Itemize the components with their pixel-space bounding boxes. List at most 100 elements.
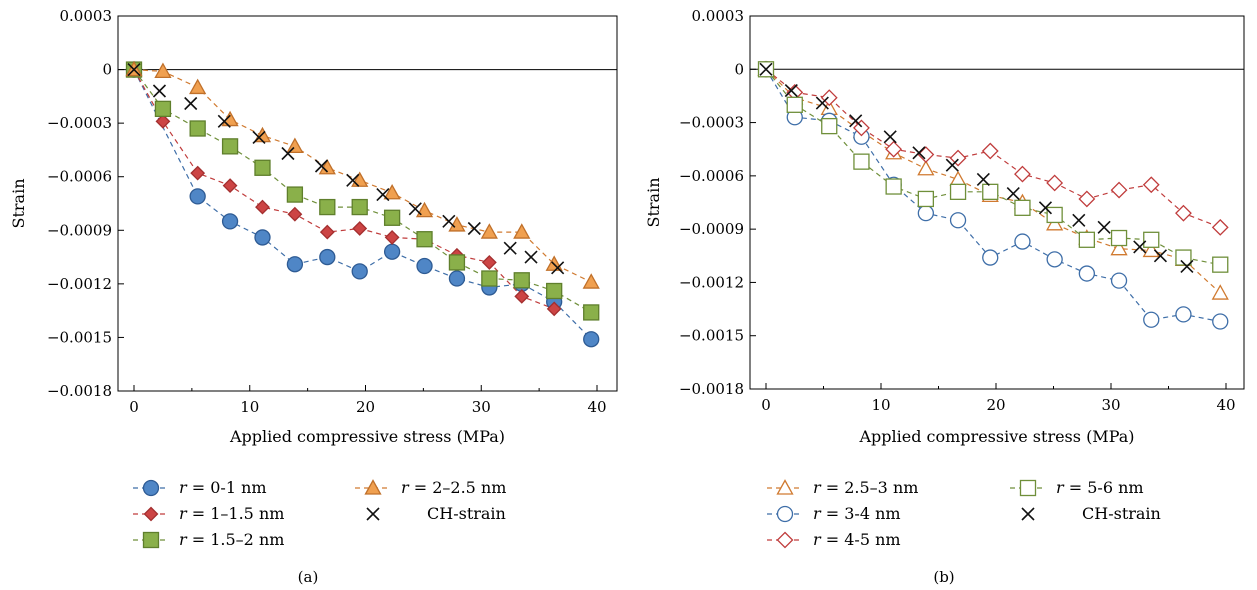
data-point-shape — [1110, 239, 1128, 256]
data-point — [885, 178, 902, 195]
data-point-shape — [981, 142, 999, 160]
data-point — [1046, 174, 1064, 192]
data-point — [759, 62, 773, 76]
legend-marker-shape — [142, 531, 160, 549]
data-point — [467, 221, 481, 236]
data-point-stroke — [217, 114, 231, 128]
y-tick-label: −0.0003 — [47, 114, 112, 132]
legend-label: r = 2–2.5 nm — [401, 478, 506, 497]
data-point — [254, 159, 271, 176]
legend-label: CH-strain — [1082, 504, 1161, 523]
y-tick-label: −0.0015 — [47, 328, 112, 346]
x-tick-label: 20 — [356, 398, 375, 416]
data-point — [222, 178, 238, 194]
data-point — [1078, 190, 1096, 208]
y-tick-label: −0.0009 — [47, 221, 112, 239]
panel-caption: (a) — [298, 568, 319, 586]
data-point-shape — [917, 205, 934, 222]
legend-label: r = 1.5–2 nm — [179, 530, 284, 549]
x-tick-label: 30 — [1101, 396, 1120, 414]
data-point — [351, 198, 368, 216]
data-point — [384, 230, 400, 245]
data-point — [883, 130, 897, 144]
data-point — [351, 263, 368, 280]
data-point-stroke — [1006, 187, 1020, 201]
data-point — [154, 62, 172, 79]
data-point-shape — [546, 301, 562, 317]
data-point — [1072, 213, 1086, 227]
data-point — [1175, 204, 1192, 222]
data-point-shape — [582, 273, 600, 289]
data-point-shape — [1143, 311, 1160, 328]
data-point-shape — [1014, 199, 1031, 216]
data-point-shape — [1175, 306, 1192, 323]
data-point — [912, 146, 926, 160]
y-tick-label: 0 — [734, 60, 744, 78]
data-point — [221, 138, 239, 155]
data-point-shape — [189, 120, 206, 137]
data-point — [1097, 220, 1111, 234]
data-point — [383, 243, 401, 260]
data-point — [127, 63, 141, 77]
legend-marker-shape — [776, 531, 794, 549]
data-point — [252, 130, 266, 144]
data-point-shape — [1046, 174, 1064, 192]
data-point — [481, 270, 498, 287]
legend-marker — [776, 531, 794, 549]
legend-label: r = 3-4 nm — [813, 504, 901, 523]
data-point — [945, 158, 959, 172]
data-point — [319, 224, 335, 240]
data-point-shape — [513, 272, 530, 289]
legend-marker — [142, 531, 160, 549]
data-point — [815, 96, 829, 110]
data-point-shape — [286, 137, 304, 154]
data-point — [286, 137, 304, 154]
data-point — [949, 149, 967, 167]
data-point — [583, 304, 600, 321]
data-point-shape — [255, 199, 270, 215]
data-point-shape — [448, 270, 466, 287]
data-point-stroke — [912, 146, 926, 160]
legend-item: r = 0-1 nm — [133, 478, 267, 497]
panel-b: 0.0003 0 −0.0003 −0.0006 −0.0009 −0.0012 −0.00… — [644, 7, 1245, 586]
data-point-shape — [383, 183, 401, 200]
legend-item: CH-strain — [1021, 504, 1161, 523]
data-point — [1175, 306, 1192, 323]
data-point — [1046, 251, 1063, 268]
data-point — [982, 183, 999, 200]
y-tick-label: −0.0018 — [47, 382, 112, 400]
data-point — [514, 288, 530, 304]
data-point — [154, 100, 172, 118]
data-point — [949, 183, 967, 200]
data-point — [917, 146, 935, 163]
data-point-stroke — [759, 62, 773, 76]
data-point-shape — [481, 255, 497, 270]
data-point-stroke — [945, 158, 959, 172]
data-point-stroke — [1038, 201, 1053, 215]
data-point-shape — [786, 96, 803, 113]
data-point-shape — [448, 216, 466, 232]
data-point-stroke — [784, 84, 798, 98]
data-point-stroke — [376, 188, 390, 202]
legend-item: r = 3-4 nm — [767, 504, 901, 523]
data-point-shape — [383, 243, 401, 260]
x-tick-label: 10 — [871, 396, 890, 414]
data-point-shape — [885, 140, 903, 158]
data-point-shape — [821, 117, 838, 135]
y-tick-label: −0.0012 — [679, 273, 744, 291]
data-point-shape — [1014, 233, 1031, 250]
y-tick-label: 0.0003 — [60, 7, 113, 25]
data-point-stroke — [1153, 249, 1168, 263]
data-point-shape — [1211, 218, 1229, 236]
data-point — [319, 198, 336, 216]
data-point — [513, 272, 530, 289]
data-point-shape — [949, 170, 967, 187]
legend-label: r = 1–1.5 nm — [179, 504, 284, 523]
data-point-shape — [1211, 284, 1229, 300]
data-point — [1175, 249, 1192, 266]
data-point-stroke — [442, 214, 456, 228]
data-point-stroke — [1133, 240, 1147, 254]
legend-marker-shape — [776, 505, 794, 523]
legend-marker-stroke — [366, 507, 380, 521]
data-point — [551, 261, 565, 275]
